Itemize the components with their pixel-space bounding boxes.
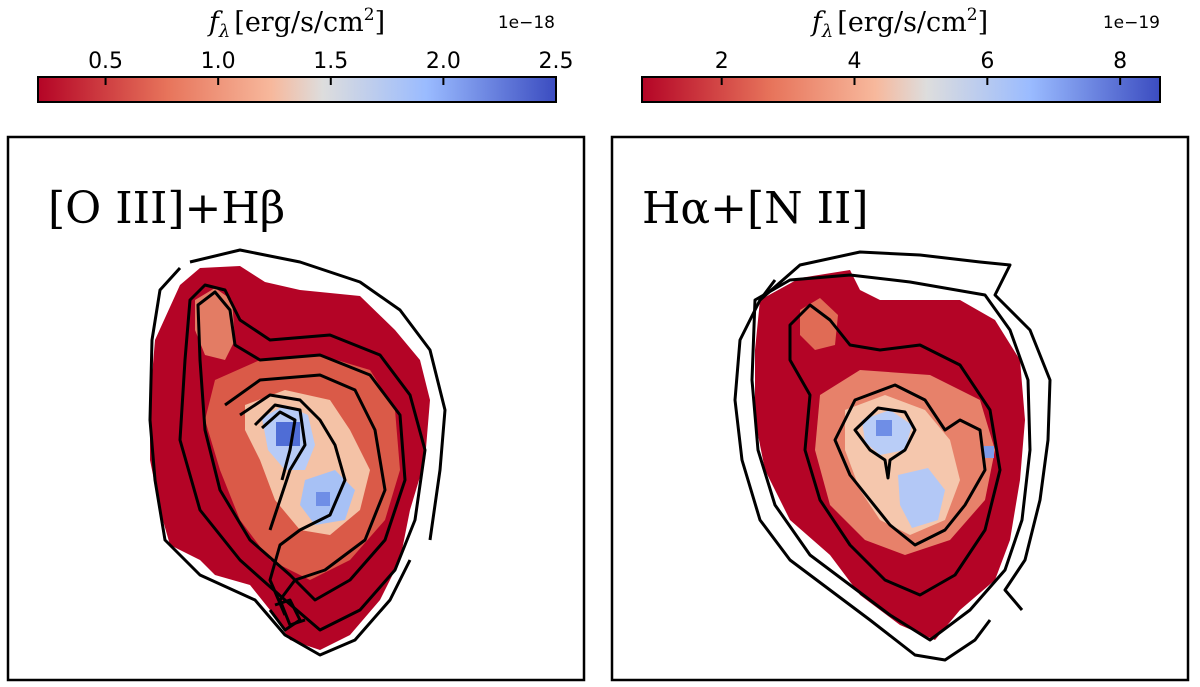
colorbar-tick-label: 1.5: [313, 49, 348, 74]
colorbar-ticks: 0.5 1.0 1.5 2.0 2.5: [88, 49, 574, 85]
flux-peak-2: [898, 468, 945, 528]
colorbar-tick-label: 1.0: [201, 49, 236, 74]
flux-max-pixel: [876, 420, 892, 436]
flux-map: [733, 250, 1052, 662]
colorbar-offset-text: 1e−19: [1103, 13, 1160, 33]
colorbar-tick-label: 0.5: [88, 49, 123, 74]
panel-label: [O III]+Hβ: [48, 183, 285, 234]
colorbar-gradient: [37, 76, 557, 103]
colorbar-label: fλ [erg/s/cm2]: [810, 5, 988, 42]
flux-knot: [800, 298, 838, 350]
contour-5: [239, 393, 347, 616]
contour-6: [253, 403, 307, 531]
contour-outer-arc: [189, 248, 447, 541]
contour-4: [833, 383, 987, 547]
colorbar-label: fλ [erg/s/cm2]: [207, 5, 385, 42]
contour-3: [196, 290, 407, 602]
colorbar-tick-label: 2.0: [426, 49, 461, 74]
contour-tail: [268, 598, 302, 632]
contour-7: [261, 410, 297, 481]
contour-outer-arc: [759, 250, 1052, 611]
contour-5: [853, 406, 917, 480]
colorbar-tick-label: 2.5: [539, 49, 574, 74]
contour-outer: [733, 279, 992, 662]
flux-max-pixel: [276, 422, 300, 446]
colorbar-ticks: 2 4 6 8: [715, 49, 1127, 85]
colorbar-halpha: fλ [erg/s/cm2] 1e−19 2 4 6 8: [641, 5, 1161, 103]
panel-label: Hα+[N II]: [642, 183, 869, 234]
contour-2: [178, 283, 427, 632]
colorbar-tick-label: 8: [1113, 49, 1127, 74]
panel-oiii-hbeta: fλ [erg/s/cm2] 1e−18 0.5 1.0 1.5 2.0 2.5: [6, 5, 586, 682]
contour-3: [788, 303, 1002, 597]
flux-bright-pixel: [316, 492, 330, 506]
contour-outer: [148, 266, 412, 657]
colorbar-offset-text: 1e−18: [498, 13, 555, 33]
contours: [733, 250, 1052, 662]
contours: [148, 248, 447, 657]
flux-bright-pixel: [982, 446, 994, 458]
colorbar-tick-label: 6: [980, 49, 994, 74]
contour-2: [750, 273, 1032, 642]
colorbar-gradient: [641, 76, 1161, 103]
colorbar-oiii: fλ [erg/s/cm2] 1e−18 0.5 1.0 1.5 2.0 2.5: [37, 5, 574, 103]
colorbar-tick-label: 2: [715, 49, 729, 74]
flux-map: [148, 248, 447, 657]
colorbar-tick-label: 4: [848, 49, 862, 74]
